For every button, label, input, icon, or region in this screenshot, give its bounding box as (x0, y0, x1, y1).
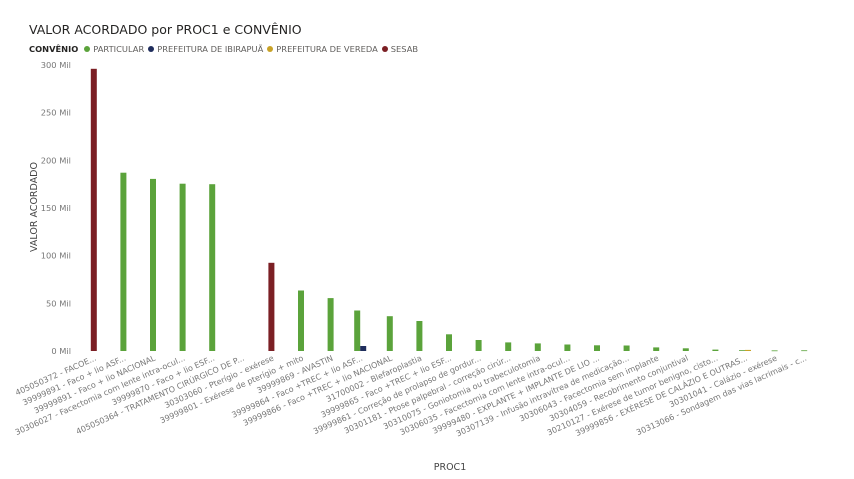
bar[interactable] (534, 343, 541, 351)
legend-swatch (84, 46, 91, 52)
bar[interactable] (739, 350, 745, 351)
bar[interactable] (653, 347, 660, 351)
legend-title: CONVÊNIO (29, 44, 79, 54)
bar[interactable] (150, 178, 156, 351)
bar[interactable] (90, 68, 97, 352)
legend-swatch (381, 46, 388, 52)
bar[interactable] (475, 340, 482, 351)
y-axis: 0 Mil 50 Mil 100 Mil 150 Mil 200 Mil 250 Mil 3… (41, 60, 71, 356)
bar[interactable] (594, 345, 600, 351)
bar[interactable] (120, 172, 127, 351)
y-tick-label: 50 Mil (46, 298, 71, 308)
bar[interactable] (386, 316, 393, 351)
bar[interactable] (712, 349, 719, 351)
legend-swatch (148, 46, 155, 52)
legend-label: SESAB (390, 44, 419, 54)
bar[interactable] (179, 183, 186, 351)
legend-item-prefeitura-vereda[interactable]: PREFEITURA DE VEREDA (267, 44, 378, 54)
legend-label: PARTICULAR (93, 44, 145, 54)
bar[interactable] (682, 348, 689, 351)
bar[interactable] (327, 298, 334, 351)
y-tick-label: 250 Mil (41, 108, 71, 118)
bar[interactable] (564, 344, 571, 352)
x-axis: 405050372 - FACOE...39999891 - Faco + li… (14, 352, 808, 439)
y-tick-label: 300 Mil (41, 60, 71, 70)
bar[interactable] (446, 334, 452, 351)
chart-title: VALOR ACORDADO por PROC1 e CONVÊNIO (29, 22, 302, 37)
legend-label: PREFEITURA DE IBIRAPUÃ (157, 44, 264, 54)
y-tick-label: 100 Mil (41, 251, 71, 261)
bar[interactable] (268, 262, 275, 351)
legend-item-prefeitura-ibirapua[interactable]: PREFEITURA DE IBIRAPUÃ (148, 44, 263, 54)
y-tick-label: 150 Mil (41, 203, 71, 213)
bar[interactable] (209, 184, 216, 351)
legend: CONVÊNIO PARTICULAR PREFEITURA DE IBIRAP… (29, 43, 422, 55)
bar[interactable] (623, 345, 630, 352)
legend-swatch (267, 46, 274, 52)
bar[interactable] (354, 310, 361, 352)
bar[interactable] (298, 290, 304, 352)
bar[interactable] (360, 346, 367, 351)
bar[interactable] (745, 349, 751, 351)
y-tick-label: 200 Mil (41, 155, 71, 165)
bar[interactable] (771, 350, 778, 352)
legend-item-particular[interactable]: PARTICULAR (84, 44, 144, 54)
bar[interactable] (801, 350, 808, 352)
legend-label: PREFEITURA DE VEREDA (276, 44, 378, 54)
bar[interactable] (416, 321, 423, 351)
y-tick-label: 0 Mil (51, 346, 71, 356)
x-axis-title: PROC1 (434, 462, 467, 473)
y-axis-title: VALOR ACORDADO (29, 162, 40, 252)
bar[interactable] (505, 342, 512, 351)
bars (90, 68, 808, 352)
legend-item-sesab[interactable]: SESAB (381, 44, 419, 54)
